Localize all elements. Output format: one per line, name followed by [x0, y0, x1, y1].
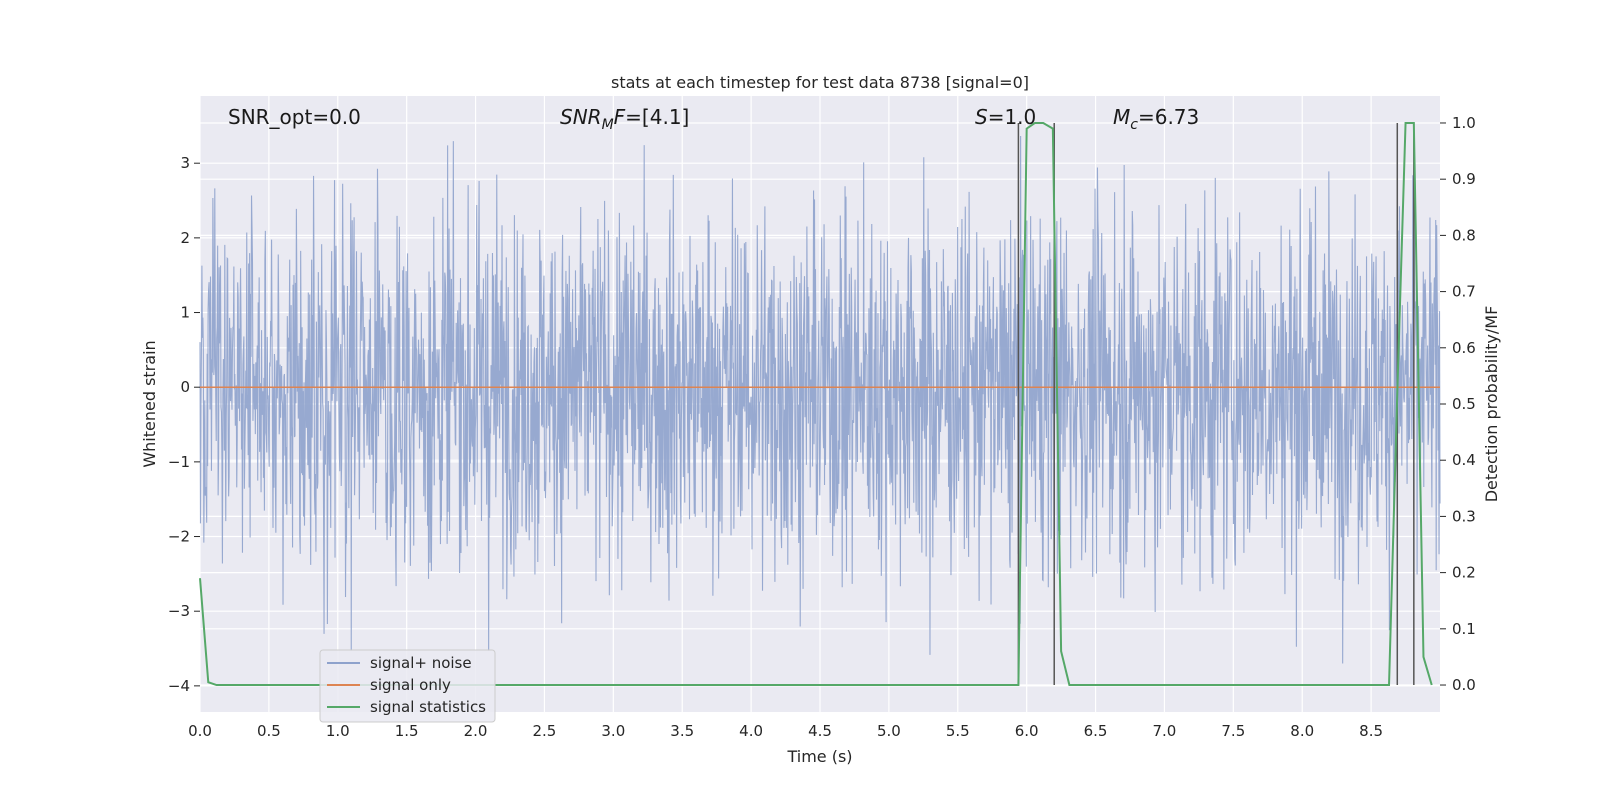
y-right-tick-label: 1.0 — [1452, 114, 1476, 132]
annotation-snr-opt: SNR_opt=0.0 — [228, 105, 361, 129]
x-tick-label: 1.5 — [395, 722, 419, 740]
y-right-tick-label: 0.3 — [1452, 507, 1476, 525]
legend-box — [319, 649, 496, 723]
x-tick-label: 8.5 — [1359, 722, 1383, 740]
y-right-tick-label: 0.6 — [1452, 339, 1476, 357]
annotation-s: S=1.0 — [975, 105, 1036, 129]
y-left-tick-label: −4 — [168, 677, 190, 695]
x-tick-label: 6.5 — [1084, 722, 1108, 740]
x-tick-label: 5.0 — [877, 722, 901, 740]
y-left-tick-label: 1 — [180, 304, 190, 322]
x-tick-label: 0.5 — [257, 722, 281, 740]
x-tick-label: 6.0 — [1015, 722, 1039, 740]
legend-label-signal-statistics: signal statistics — [370, 698, 486, 716]
x-tick-label: 1.0 — [326, 722, 350, 740]
annotation-s-sym: S — [975, 105, 988, 129]
annotation-snr-mf-f: F — [614, 105, 626, 129]
ticks-layer: 0.0 0.5 1.0 1.5 2.0 2.5 3.0 3.5 4.0 4.5 5.0 5.5 6.0 6… — [168, 114, 1476, 740]
annotation-mc: Mc=6.73 — [1113, 105, 1199, 133]
annotation-mc-val: =6.73 — [1138, 105, 1199, 129]
y-left-tick-label: −3 — [168, 602, 190, 620]
y-left-tick-label: −2 — [168, 528, 190, 546]
x-tick-label: 0.0 — [188, 722, 212, 740]
x-tick-label: 2.0 — [464, 722, 488, 740]
signal-noise-layer — [199, 135, 1441, 664]
y-right-tick-label: 0.1 — [1452, 620, 1476, 638]
annotation-mc-sym: M — [1113, 105, 1130, 129]
y-left-tick-label: 3 — [180, 154, 190, 172]
x-tick-label: 3.5 — [670, 722, 694, 740]
x-tick-label: 4.5 — [808, 722, 832, 740]
series-signal-noise-line — [199, 135, 1441, 664]
legend: signal+ noise signal only signal statist… — [319, 649, 496, 723]
y-axis-left-label: Whitened strain — [140, 340, 159, 467]
y-left-tick-label: −1 — [168, 453, 190, 471]
y-right-tick-label: 0.2 — [1452, 564, 1476, 582]
annotation-snr-mf: SNRMF=[4.1] — [560, 105, 689, 133]
x-tick-label: 3.0 — [601, 722, 625, 740]
annotations: SNR_opt=0.0 SNRMF=[4.1] S=1.0 Mc=6.73 — [228, 105, 1199, 133]
y-right-tick-label: 0.7 — [1452, 283, 1476, 301]
annotation-s-val: =1.0 — [988, 105, 1037, 129]
y-left-tick-label: 2 — [180, 229, 190, 247]
x-tick-label: 5.5 — [946, 722, 970, 740]
x-tick-label: 7.5 — [1221, 722, 1245, 740]
x-tick-label: 8.0 — [1290, 722, 1314, 740]
x-tick-label: 7.0 — [1153, 722, 1177, 740]
y-right-tick-label: 0.5 — [1452, 395, 1476, 413]
annotation-snr-mf-val: =[4.1] — [625, 105, 689, 129]
legend-label-signal-noise: signal+ noise — [370, 654, 472, 672]
y-right-tick-label: 0.8 — [1452, 226, 1476, 244]
annotation-mc-sub: c — [1130, 117, 1138, 133]
annotation-snr-mf-sub: M — [602, 117, 614, 133]
x-axis-label: Time (s) — [786, 747, 852, 766]
y-left-tick-label: 0 — [180, 378, 190, 396]
x-tick-label: 2.5 — [533, 722, 557, 740]
chart-title: stats at each timestep for test data 873… — [611, 73, 1029, 92]
y-right-tick-label: 0.4 — [1452, 451, 1476, 469]
x-tick-label: 4.0 — [739, 722, 763, 740]
annotation-snr-mf-sym: SNR — [560, 105, 602, 129]
y-right-tick-label: 0.0 — [1452, 676, 1476, 694]
y-axis-right-label: Detection probability/MF — [1482, 306, 1501, 503]
legend-label-signal-only: signal only — [370, 676, 451, 694]
y-right-tick-label: 0.9 — [1452, 170, 1476, 188]
